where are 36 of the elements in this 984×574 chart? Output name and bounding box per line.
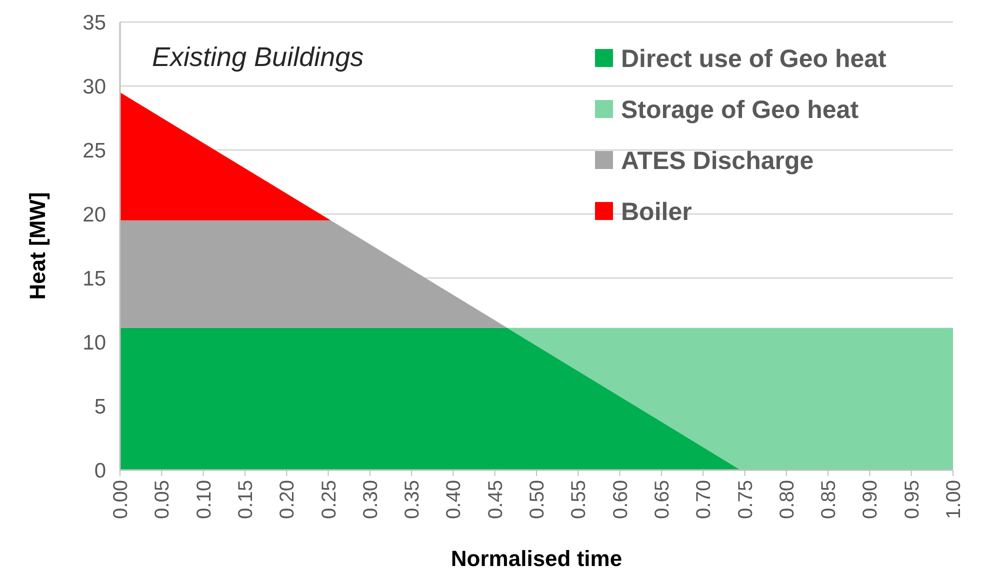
legend-label: Storage of Geo heat [621, 96, 860, 124]
x-tick-label: 0.00 [110, 480, 132, 519]
y-tick-label: 15 [82, 267, 106, 290]
x-tick-label: 0.70 [693, 480, 716, 519]
x-tick-label: 0.75 [734, 480, 757, 519]
x-tick-label: 0.45 [484, 480, 507, 519]
legend-label: ATES Discharge [621, 146, 814, 175]
x-tick-label: 0.10 [193, 480, 216, 519]
x-tick-label: 0.80 [776, 480, 798, 519]
y-axis-title: Heat [MW] [25, 192, 50, 300]
x-tick-label: 0.40 [443, 480, 466, 519]
x-tick-label: 0.95 [901, 480, 924, 519]
x-tick-label: 1.00 [943, 480, 965, 519]
y-tick-label: 5 [94, 395, 106, 418]
x-tick-label: 0.50 [526, 480, 548, 519]
y-tick-label: 0 [94, 459, 106, 482]
x-tick-label: 0.35 [402, 480, 424, 519]
y-tick-label: 35 [82, 11, 106, 34]
x-tick-label: 0.20 [276, 480, 299, 519]
x-tick-label: 0.15 [234, 480, 257, 519]
y-tick-label: 20 [82, 203, 106, 226]
y-tick-label: 10 [82, 331, 106, 354]
x-tick-label: 0.65 [651, 480, 674, 519]
x-tick-label: 0.05 [152, 480, 174, 519]
x-tick-label: 0.30 [360, 480, 382, 519]
x-tick-label: 0.25 [318, 480, 340, 519]
x-tick-label: 0.60 [610, 480, 632, 519]
y-tick-label: 25 [82, 139, 106, 162]
x-tick-label: 0.55 [568, 480, 590, 519]
x-tick-label: 0.85 [818, 480, 840, 519]
legend-label: Boiler [621, 198, 692, 226]
x-tick-label: 0.90 [860, 480, 882, 519]
annotation: Existing Buildings [152, 42, 364, 72]
y-tick-label: 30 [82, 75, 106, 98]
x-axis-title: Normalised time [450, 546, 622, 571]
legend-label: Direct use of Geo heat [621, 44, 888, 73]
